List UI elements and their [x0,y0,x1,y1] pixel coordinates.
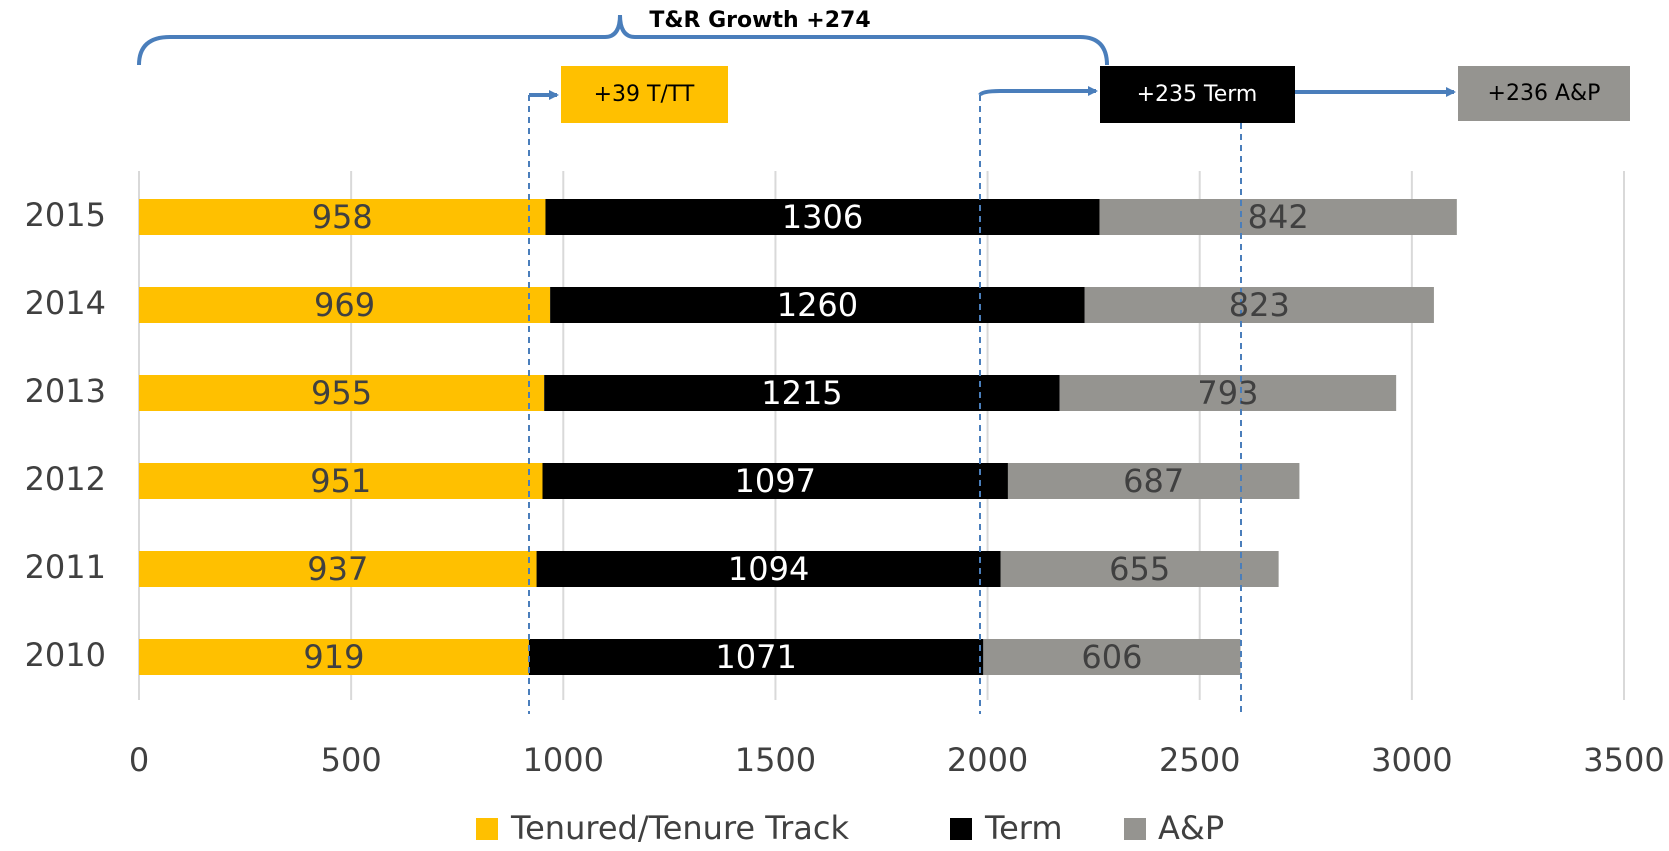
annotation: +236 A&P [1488,81,1601,106]
bar-segment [1059,375,1397,411]
x-tick-label: 3500 [1583,741,1664,779]
bar-segment [139,287,551,323]
data-label: 951 [310,462,371,500]
bar-segment [1000,551,1279,587]
bars [139,199,1457,675]
x-tick-label: 0 [129,741,149,779]
arrow [978,86,1098,97]
y-tick-label: 2013 [25,372,106,410]
annotation-box [1458,66,1630,121]
data-label: 955 [311,374,372,412]
legend-swatch [476,818,498,840]
x-tick-label: 2000 [947,741,1028,779]
legend-label: A&P [1158,809,1224,847]
x-tick-label: 1000 [523,741,604,779]
bar-segment [983,639,1241,675]
y-tick-label: 2011 [25,548,106,586]
data-label: 606 [1081,638,1142,676]
legend-swatch [950,818,972,840]
bar-segment [528,639,984,675]
x-tick-label: 1500 [735,741,816,779]
data-label: 919 [303,638,364,676]
annotation-title: T&R Growth +274 [649,8,870,33]
bar-segment [139,199,546,235]
annotation-box [561,66,728,123]
y-tick-label: 2015 [25,196,106,234]
data-label: 842 [1248,198,1309,236]
data-label: 655 [1109,550,1170,588]
x-tick-label: 2500 [1159,741,1240,779]
data-label: 958 [312,198,373,236]
annotation: +235 Term [1137,82,1258,107]
data-label: 1097 [734,462,815,500]
bar-segment [545,199,1100,235]
brace [137,14,1109,66]
data-label: 937 [307,550,368,588]
bar-segment [542,463,1008,499]
x-tick-label: 3000 [1371,741,1452,779]
bar-segment [139,551,537,587]
data-label: 1094 [728,550,809,588]
bar-segment [139,375,545,411]
bar-segment [139,639,529,675]
data-label: 687 [1123,462,1184,500]
bar-segment [1084,287,1434,323]
data-label: 1071 [715,638,796,676]
data-label: 969 [314,286,375,324]
y-tick-label: 2010 [25,636,106,674]
bar-segment [536,551,1001,587]
y-tick-label: 2012 [25,460,106,498]
data-label: 1260 [777,286,858,324]
bar-segment [550,287,1085,323]
bar-segment [1099,199,1457,235]
bar-segment [139,463,543,499]
bar-segment [1007,463,1300,499]
annotation: +39 T/TT [594,82,695,107]
annotation-box [1100,66,1295,123]
x-tick-label: 500 [321,741,382,779]
y-tick-label: 2014 [25,284,106,322]
data-label: 823 [1229,286,1290,324]
data-label: 1306 [782,198,863,236]
data-label: 793 [1197,374,1258,412]
legend-label: Tenured/Tenure Track [510,809,849,847]
data-label: 1215 [761,374,842,412]
legend-label: Term [984,809,1063,847]
grid [138,171,1625,700]
bar-segment [544,375,1060,411]
legend-swatch [1124,818,1146,840]
